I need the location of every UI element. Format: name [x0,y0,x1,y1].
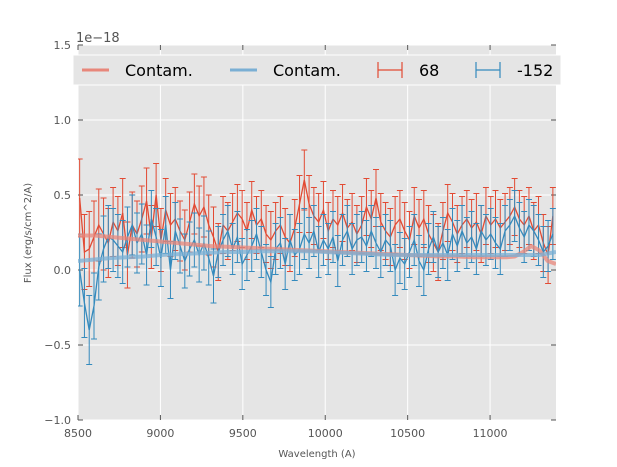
y-tick-label: −1.0 [44,414,71,427]
plot-series [78,149,556,365]
x-axis-label: Wavelength (A) [278,449,355,460]
data-line [79,214,554,331]
y-tick-label: 0.5 [54,189,72,202]
x-tick-label: 9000 [146,427,174,440]
legend-label: 68 [419,61,439,80]
x-tick-label: 10500 [390,427,425,440]
legend-item: Contam. [230,61,341,80]
legend-item: 68 [377,61,439,80]
y-tick-label: −0.5 [44,339,71,352]
legend-label: Contam. [273,61,341,80]
series-contam-3 [78,249,556,263]
y-tick-label: 1.0 [54,114,72,127]
y-tick-label: 0.0 [54,264,72,277]
x-tick-label: 10000 [308,427,343,440]
legend-item: Contam. [82,61,193,80]
y-tick-label: 1.5 [54,39,72,52]
x-tick-label: 9500 [229,427,257,440]
y-offset-label: 1e−18 [76,31,120,46]
x-tick-label: 11000 [473,427,508,440]
legend-label: Contam. [125,61,193,80]
x-axis: 8500 9000 9500 10000 10500 11000 [64,45,508,440]
y-axis: −1.0 −0.5 0.0 0.5 1.0 1.5 [44,39,556,427]
legend-item: -152 [475,61,553,80]
y-axis-label: Flux (erg/s/cm^2/A) [23,183,34,283]
legend: Contam. Contam. 68 -152 [72,54,562,86]
contam-line [78,249,556,263]
legend-label: -152 [517,61,553,80]
x-tick-label: 8500 [64,427,92,440]
data-line [79,179,554,256]
